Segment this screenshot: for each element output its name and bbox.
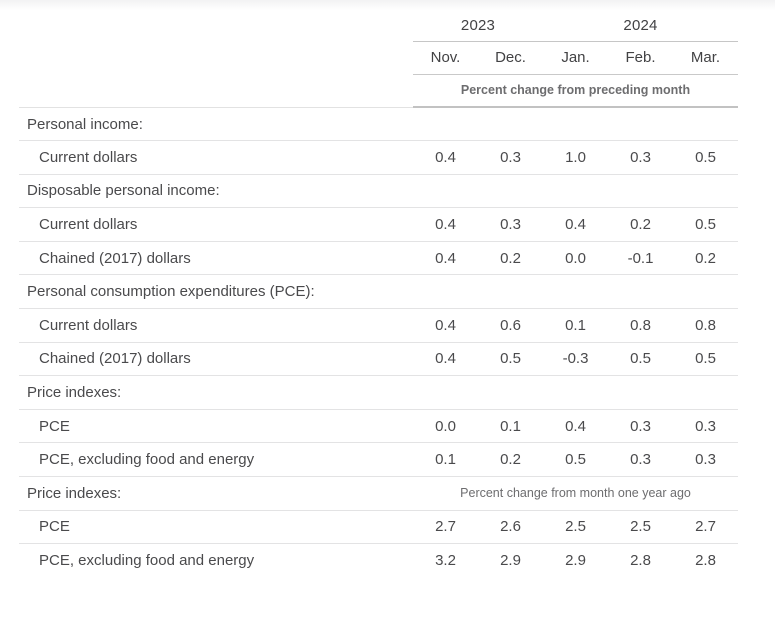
row-label: Chained (2017) dollars <box>19 241 413 276</box>
value-cell: 0.4 <box>413 308 478 343</box>
table-header: 2023 2024 Nov. Dec. Jan. Feb. Mar. Perce… <box>19 10 739 108</box>
section-heading: Disposable personal income: <box>19 174 739 209</box>
value-cell: 0.2 <box>478 442 544 478</box>
table-row: PCE, excluding food and energy 0.1 0.2 0.5 0… <box>19 442 739 478</box>
value-cell: -0.1 <box>608 241 674 276</box>
unit-header: Percent change from preceding month <box>413 74 739 108</box>
value-cell: 2.5 <box>543 510 609 545</box>
table-body: Personal income: Current dollars 0.4 0.3 1.0… <box>19 107 739 578</box>
value-cell: 0.0 <box>543 241 609 276</box>
value-cell: 0.4 <box>413 140 478 175</box>
table-row: Current dollars 0.4 0.6 0.1 0.8 0.8 <box>19 308 739 343</box>
row-label: Chained (2017) dollars <box>19 342 413 377</box>
row-label: PCE, excluding food and energy <box>39 552 255 570</box>
value-cell: 2.6 <box>478 510 544 545</box>
section-unit-note: Percent change from month one year ago <box>413 476 739 511</box>
row-label: Current dollars <box>19 207 413 242</box>
value-cell: 0.3 <box>608 140 674 175</box>
month-column-header: Feb. <box>608 41 674 75</box>
value-cell: 0.4 <box>413 241 478 276</box>
value-cell: 0.4 <box>543 409 609 444</box>
value-cell: 0.5 <box>673 342 739 377</box>
month-column-header: Mar. <box>673 41 739 75</box>
value-cell: 0.8 <box>673 308 739 343</box>
value-cell: 0.2 <box>478 241 544 276</box>
value-cell: 0.6 <box>478 308 544 343</box>
section-heading: Price indexes: <box>19 476 413 511</box>
value-cell: -0.3 <box>543 342 609 377</box>
value-cell: 0.4 <box>413 207 478 242</box>
table-row: PCE 2.7 2.6 2.5 2.5 2.7 <box>19 510 739 545</box>
value-cell: 0.4 <box>543 207 609 242</box>
row-label: PCE <box>19 409 413 444</box>
header-stub-cell <box>19 10 413 41</box>
value-cell: 0.5 <box>478 342 544 377</box>
value-cell: 2.7 <box>413 510 478 545</box>
value-cell: 3.2 <box>435 552 456 570</box>
value-cell: 2.8 <box>695 552 716 570</box>
value-cell: 2.8 <box>630 552 651 570</box>
value-cell: 0.5 <box>673 140 739 175</box>
value-cell: 1.0 <box>543 140 609 175</box>
value-cell: 0.0 <box>413 409 478 444</box>
month-column-header: Dec. <box>478 41 544 75</box>
month-column-header: Jan. <box>543 41 609 75</box>
value-cell: 0.1 <box>478 409 544 444</box>
value-cell: 0.4 <box>413 342 478 377</box>
value-cell: 0.1 <box>543 308 609 343</box>
value-cell: 2.5 <box>608 510 674 545</box>
row-label: Current dollars <box>19 140 413 175</box>
section-heading-row: Personal consumption expenditures (PCE): <box>19 274 739 310</box>
table-row: Current dollars 0.4 0.3 0.4 0.2 0.5 <box>19 207 739 242</box>
year-header-row: 2023 2024 <box>19 10 739 42</box>
table-row: PCE, excluding food and energy 3.2 2.9 2.9 2… <box>19 544 738 578</box>
row-label: PCE <box>19 510 413 545</box>
value-cell: 0.5 <box>673 207 739 242</box>
table-row: Chained (2017) dollars 0.4 0.5 -0.3 0.5 0.5 <box>19 342 739 377</box>
value-cell: 0.3 <box>478 140 544 175</box>
value-cell: 0.3 <box>673 409 739 444</box>
row-label: PCE, excluding food and energy <box>19 442 413 478</box>
section-heading-row: Price indexes: <box>19 375 739 410</box>
value-cell: 0.3 <box>673 442 739 478</box>
header-stub-cell <box>19 74 413 108</box>
table-row: Chained (2017) dollars 0.4 0.2 0.0 -0.1 0.2 <box>19 241 739 276</box>
section-heading-row: Price indexes: Percent change from month … <box>19 476 739 511</box>
year-group-header-2024: 2024 <box>543 10 739 42</box>
row-label: Current dollars <box>19 308 413 343</box>
top-fade-decoration <box>0 0 775 10</box>
unit-header-row: Percent change from preceding month <box>19 74 739 108</box>
value-cell: 0.5 <box>543 442 609 478</box>
section-heading: Price indexes: <box>19 375 739 410</box>
value-cell: 0.3 <box>608 442 674 478</box>
value-cell: 2.7 <box>673 510 739 545</box>
header-stub-cell <box>19 41 413 74</box>
section-heading-row: Disposable personal income: <box>19 174 739 209</box>
value-cell: 0.8 <box>608 308 674 343</box>
value-cell: 0.2 <box>608 207 674 242</box>
value-cell: 0.1 <box>413 442 478 478</box>
section-heading-row: Personal income: <box>19 107 739 142</box>
value-cell: 0.2 <box>673 241 739 276</box>
value-cell: 2.9 <box>565 552 586 570</box>
month-column-header: Nov. <box>413 41 478 75</box>
section-heading: Personal consumption expenditures (PCE): <box>19 274 739 310</box>
month-header-row: Nov. Dec. Jan. Feb. Mar. <box>19 41 739 75</box>
table-row: Current dollars 0.4 0.3 1.0 0.3 0.5 <box>19 140 739 175</box>
value-cell: 0.3 <box>478 207 544 242</box>
value-cell: 2.9 <box>500 552 521 570</box>
table-row: PCE 0.0 0.1 0.4 0.3 0.3 <box>19 409 739 444</box>
personal-income-table: 2023 2024 Nov. Dec. Jan. Feb. Mar. Perce… <box>19 10 739 578</box>
value-cell: 0.5 <box>608 342 674 377</box>
section-heading: Personal income: <box>19 107 739 142</box>
value-cell: 0.3 <box>608 409 674 444</box>
year-group-header-2023: 2023 <box>413 10 544 42</box>
